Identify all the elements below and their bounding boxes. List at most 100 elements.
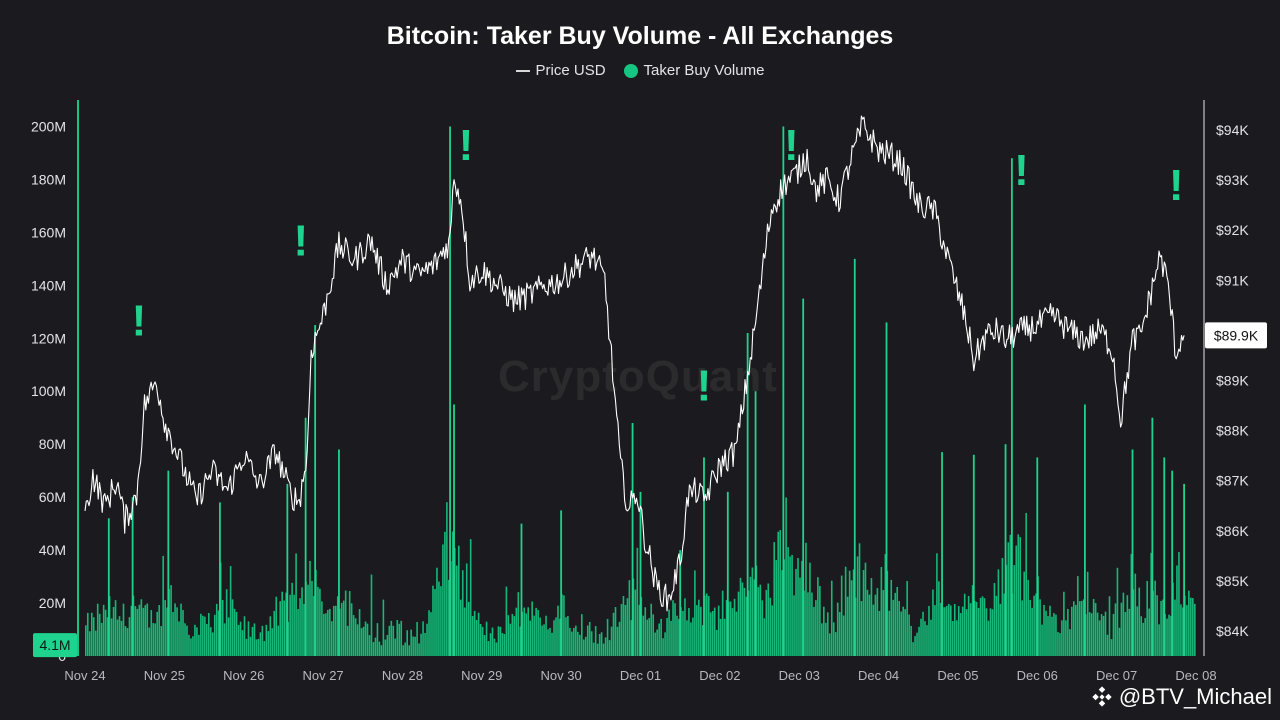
volume-bar bbox=[392, 625, 395, 656]
volume-bar bbox=[1039, 599, 1041, 656]
volume-bar bbox=[916, 632, 918, 656]
volume-bar bbox=[140, 599, 143, 656]
volume-bar bbox=[273, 610, 276, 656]
volume-bar bbox=[809, 562, 811, 656]
volume-bar bbox=[295, 553, 297, 656]
volume-bar bbox=[850, 580, 853, 656]
volume-bar bbox=[142, 607, 145, 656]
chart-title: Bitcoin: Taker Buy Volume - All Exchange… bbox=[386, 22, 894, 50]
volume-bar bbox=[1138, 587, 1141, 656]
volume-bar bbox=[1069, 629, 1071, 656]
legend-item-volume[interactable]: Taker Buy Volume bbox=[623, 62, 764, 79]
volume-bar bbox=[237, 624, 240, 656]
volume-bar bbox=[1176, 565, 1178, 656]
volume-bar bbox=[360, 628, 363, 656]
volume-bar bbox=[725, 599, 728, 656]
volume-bar bbox=[993, 582, 996, 656]
y-right-tick-label: $92K bbox=[1216, 222, 1249, 238]
x-tick-label: Nov 30 bbox=[541, 668, 582, 683]
legend-dot-swatch bbox=[623, 63, 638, 78]
volume-bar bbox=[459, 599, 462, 656]
volume-bar bbox=[731, 608, 734, 656]
volume-bar bbox=[182, 610, 184, 656]
volume-bar bbox=[594, 626, 597, 656]
volume-bar bbox=[654, 632, 656, 656]
volume-bar bbox=[957, 606, 960, 656]
volume-bar bbox=[995, 595, 998, 656]
current-price-badge bbox=[1205, 322, 1267, 349]
volume-spike-bar bbox=[304, 417, 307, 656]
y-right-tick-label: $93K bbox=[1216, 172, 1249, 188]
volume-bar bbox=[1118, 627, 1121, 656]
volume-bar bbox=[348, 591, 351, 656]
volume-bar bbox=[1194, 603, 1196, 656]
volume-bar bbox=[892, 599, 895, 656]
volume-bar bbox=[1094, 603, 1097, 656]
volume-spike-bar bbox=[520, 523, 523, 656]
volume-bar bbox=[662, 638, 664, 656]
volume-bar bbox=[811, 592, 813, 656]
volume-bar bbox=[1063, 591, 1065, 656]
volume-bar bbox=[188, 634, 190, 656]
volume-bar bbox=[628, 580, 631, 656]
volume-bar bbox=[1170, 615, 1172, 656]
y-right-tick-label: $94K bbox=[1216, 122, 1249, 138]
volume-bar bbox=[932, 589, 934, 656]
volume-bar bbox=[1158, 624, 1160, 656]
volume-bar bbox=[420, 633, 422, 656]
volume-bar bbox=[769, 597, 772, 656]
legend-item-price[interactable]: Price USD bbox=[515, 62, 606, 79]
volume-bar bbox=[1126, 595, 1129, 656]
volume-bar bbox=[481, 626, 484, 656]
volume-bar bbox=[819, 585, 821, 656]
volume-bar bbox=[249, 636, 252, 656]
volume-bar bbox=[110, 618, 113, 656]
volume-spike-bar bbox=[560, 510, 563, 656]
volume-bar bbox=[332, 605, 335, 656]
volume-bar bbox=[311, 580, 313, 656]
volume-bar bbox=[713, 607, 716, 656]
volume-bar bbox=[174, 603, 176, 656]
volume-bar bbox=[934, 605, 936, 656]
volume-bar bbox=[918, 626, 920, 656]
volume-bar bbox=[461, 570, 464, 656]
volume-bar bbox=[128, 617, 131, 656]
volume-bar bbox=[1144, 618, 1147, 656]
volume-bar bbox=[309, 560, 311, 656]
y-right-tick-label: $86K bbox=[1216, 523, 1249, 539]
volume-bar bbox=[1065, 620, 1067, 656]
volume-bar bbox=[567, 615, 569, 656]
volume-bar bbox=[134, 606, 137, 656]
volume-bar bbox=[541, 625, 543, 656]
volume-bar bbox=[144, 605, 147, 656]
volume-bar bbox=[221, 600, 224, 656]
volume-bar bbox=[830, 580, 833, 656]
x-tick-label: Dec 03 bbox=[779, 668, 820, 683]
volume-bar bbox=[150, 610, 153, 656]
volume-bar bbox=[1100, 614, 1103, 656]
volume-bar bbox=[1092, 598, 1095, 656]
volume-bar bbox=[573, 627, 575, 656]
volume-bar bbox=[759, 584, 762, 656]
volume-spike-bar bbox=[726, 491, 729, 656]
volume-bar bbox=[412, 636, 414, 656]
volume-bar bbox=[874, 594, 877, 656]
volume-bar bbox=[1045, 610, 1047, 656]
volume-bar bbox=[1124, 612, 1127, 656]
volume-bar bbox=[575, 625, 577, 656]
volume-spike-bar bbox=[782, 126, 785, 656]
volume-bar bbox=[936, 553, 938, 656]
volume-bar bbox=[424, 632, 426, 656]
volume-bar bbox=[112, 606, 115, 656]
volume-bar bbox=[204, 616, 206, 656]
volume-bar bbox=[684, 598, 686, 656]
alert-marker-icon: ! bbox=[132, 296, 147, 345]
volume-spike-bar bbox=[1163, 457, 1166, 656]
volume-bar bbox=[505, 586, 508, 656]
y-left-tick-label: 80M bbox=[39, 436, 66, 452]
volume-bar bbox=[1160, 600, 1162, 656]
volume-bar bbox=[436, 567, 438, 656]
volume-bar bbox=[626, 598, 629, 656]
volume-bar bbox=[196, 627, 198, 656]
volume-bar bbox=[868, 594, 871, 656]
